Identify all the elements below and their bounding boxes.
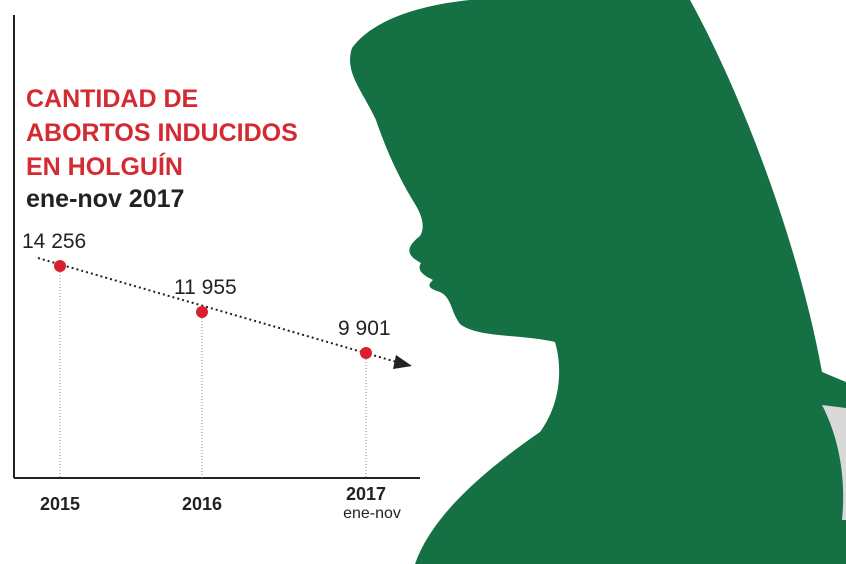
point: [54, 260, 66, 272]
title-line: EN HOLGUÍN: [26, 152, 183, 181]
title: CANTIDAD DE ABORTOS INDUCIDOS EN HOLGUÍN: [26, 85, 298, 181]
infographic: CANTIDAD DE ABORTOS INDUCIDOS EN HOLGUÍN e…: [0, 0, 846, 564]
x-tick-label: 2017: [346, 484, 386, 504]
value-label: 9 901: [338, 317, 391, 340]
silhouette: [350, 0, 846, 564]
title-line: ABORTOS INDUCIDOS: [26, 119, 298, 147]
x-tick-label: 2016: [182, 494, 222, 514]
point: [196, 306, 208, 318]
subtitle: ene-nov 2017: [26, 185, 184, 213]
trend-line: [38, 258, 400, 363]
value-label: 11 955: [174, 276, 237, 299]
x-tick-label: 2015: [40, 494, 80, 514]
trend-arrow: [393, 355, 412, 369]
point: [360, 347, 372, 359]
title-line: CANTIDAD DE: [26, 85, 198, 113]
x-tick-note: ene-nov: [343, 505, 401, 522]
value-label: 14 256: [22, 230, 86, 253]
